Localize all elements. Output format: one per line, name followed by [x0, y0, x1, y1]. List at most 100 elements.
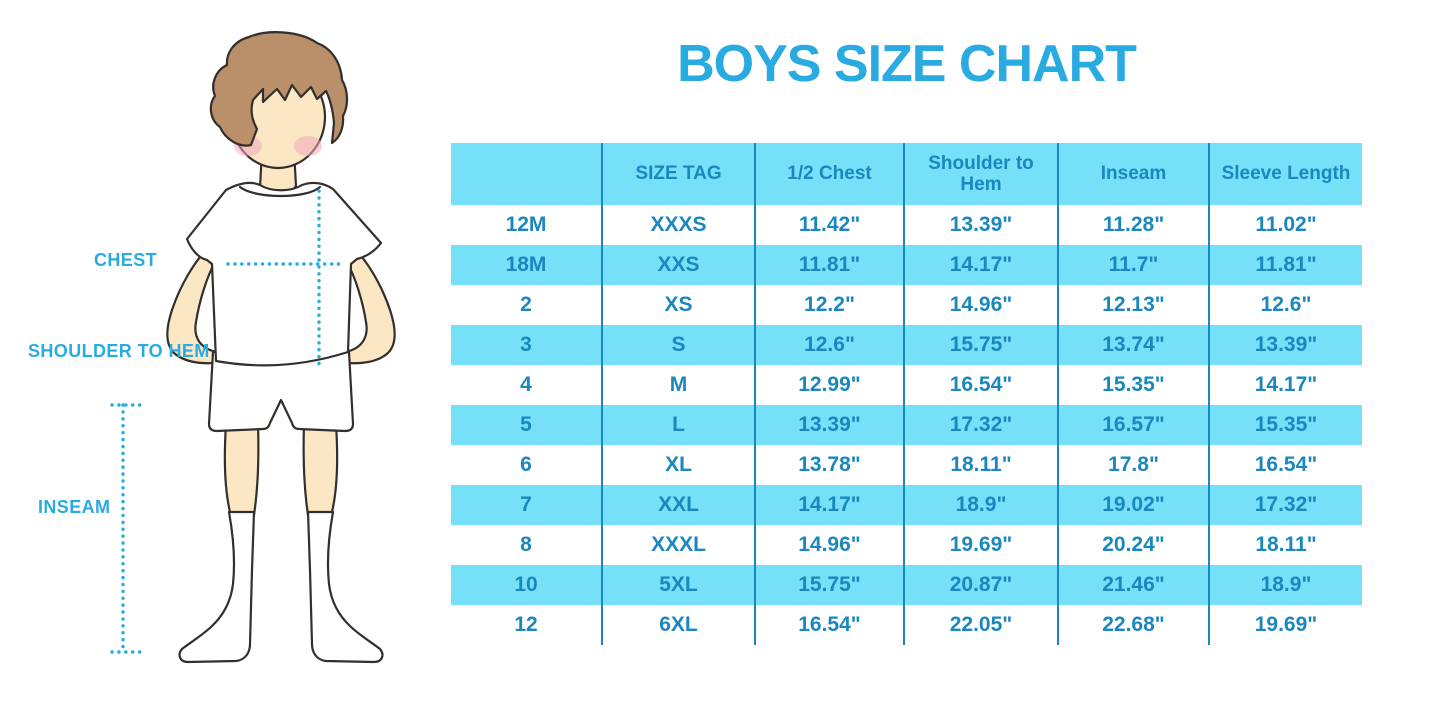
measurement-cell: 13.78": [755, 445, 905, 485]
measurement-cell: 11.81": [1255, 253, 1317, 276]
left-leg-shape: [223, 422, 260, 518]
measurement-cell: 18.11": [1255, 533, 1317, 556]
measurement-cell: S: [602, 325, 756, 365]
inseam-label: INSEAM: [38, 497, 111, 517]
size-table: SIZE TAG 1/2 Chest Shoulder to Hem Inseam Sl…: [451, 143, 1362, 645]
measurement-cell: 14.17": [755, 485, 905, 525]
measurement-cell: 17.8": [1058, 445, 1210, 485]
right-leg-shape: [302, 422, 339, 518]
table-row: 7 XXL 14.17" 18.9" 19.02" 17.32": [451, 485, 1362, 525]
measurement-cell: 13.74": [1058, 325, 1210, 365]
right-arm-shape: [343, 246, 396, 365]
measurement-cell: 5XL: [602, 565, 756, 605]
measurement-cell: 12.2": [755, 285, 905, 325]
measurement-cell: 13.39": [755, 405, 905, 445]
row-size-label: 12: [451, 605, 603, 645]
column-header-size-tag: SIZE TAG: [602, 143, 756, 205]
measurement-cell: 20.87": [904, 565, 1059, 605]
page-title: BOYS SIZE CHART: [677, 35, 1137, 93]
measurement-cell: XL: [602, 445, 756, 485]
column-header-size: [451, 143, 603, 205]
table-row: 12M XXXS 11.42" 13.39" 11.28" 11.02": [451, 205, 1362, 245]
measurement-cell: 19.02": [1058, 485, 1210, 525]
measurement-cell: 18.11": [904, 445, 1059, 485]
shorts-shape: [207, 350, 355, 433]
measurement-cell: 19.69": [904, 525, 1059, 565]
row-size-label: 10: [451, 565, 603, 605]
measurement-cell: 18.9": [1260, 573, 1312, 596]
right-blush: [294, 136, 322, 156]
size-table-head: SIZE TAG 1/2 Chest Shoulder to Hem Inseam Sl…: [451, 143, 1362, 205]
inseam-measure-line: [110, 403, 144, 654]
row-size-label: 18M: [451, 245, 603, 285]
measurement-cell: 11.42": [755, 205, 905, 245]
table-row: 4 M 12.99" 16.54" 15.35" 14.17": [451, 365, 1362, 405]
table-row: 2 XS 12.2" 14.96" 12.13" 12.6": [451, 285, 1362, 325]
measurement-cell: 17.32": [1254, 493, 1318, 516]
measurement-cell: 15.35": [1058, 365, 1210, 405]
measurement-cell: 14.96": [904, 285, 1059, 325]
measurement-cell: XXL: [602, 485, 756, 525]
left-arm-shape: [166, 246, 219, 365]
measurement-cell: XXXS: [602, 205, 756, 245]
measurement-cell: 13.39": [904, 205, 1059, 245]
table-row: 6 XL 13.78" 18.11" 17.8" 16.54": [451, 445, 1362, 485]
chest-label: CHEST: [93, 250, 157, 270]
measurement-cell: 12.6": [755, 325, 905, 365]
measurement-cell: 11.28": [1058, 205, 1210, 245]
measurement-cell: 11.02": [1255, 213, 1317, 236]
measurement-cell: 15.75": [755, 565, 905, 605]
measurement-cell: 12.99": [755, 365, 905, 405]
shoulder-to-hem-label: SHOULDER TO HEM: [28, 341, 210, 361]
measurement-cell: 11.81": [755, 245, 905, 285]
measurement-cell: XXS: [602, 245, 756, 285]
row-size-label: 4: [451, 365, 603, 405]
measurement-cell: 21.46": [1058, 565, 1210, 605]
row-size-label: 3: [451, 325, 603, 365]
measurement-cell: 15.35": [1254, 413, 1318, 436]
measurement-cell: 16.57": [1058, 405, 1210, 445]
hair-shape: [209, 31, 349, 147]
collar-line: [238, 185, 322, 198]
measurement-cell: 16.54": [755, 605, 905, 645]
measurement-cell: 14.96": [755, 525, 905, 565]
left-sock-shape: [178, 510, 256, 664]
measurement-cell: 16.54": [904, 365, 1059, 405]
row-size-label: 2: [451, 285, 603, 325]
right-sock-shape: [306, 510, 384, 664]
measurement-cell: M: [602, 365, 756, 405]
measurement-cell: 12.6": [1260, 293, 1312, 316]
row-size-label: 6: [451, 445, 603, 485]
table-row: 18M XXS 11.81" 14.17" 11.7" 11.81": [451, 245, 1362, 285]
column-header-shoulder-to-hem: Shoulder to Hem: [904, 143, 1059, 205]
row-size-label: 8: [451, 525, 603, 565]
measurement-cell: 19.69": [1254, 613, 1318, 636]
tshirt-shape: [185, 181, 383, 367]
measurement-cell: L: [602, 405, 756, 445]
row-size-label: 12M: [451, 205, 603, 245]
column-header-sleeve-length: Sleeve Length: [1221, 163, 1351, 185]
table-row: 12 6XL 16.54" 22.05" 22.68" 19.69": [451, 605, 1362, 645]
measurement-cell: 18.9": [904, 485, 1059, 525]
measurement-cell: 16.54": [1254, 453, 1318, 476]
header-row: SIZE TAG 1/2 Chest Shoulder to Hem Inseam Sl…: [451, 143, 1362, 205]
table-row: 3 S 12.6" 15.75" 13.74" 13.39": [451, 325, 1362, 365]
measurement-cell: 22.05": [904, 605, 1059, 645]
table-row: 5 L 13.39" 17.32" 16.57" 15.35": [451, 405, 1362, 445]
measurement-cell: 14.17": [904, 245, 1059, 285]
measurement-cell: 15.75": [904, 325, 1059, 365]
measurement-cell: 6XL: [602, 605, 756, 645]
measurement-cell: 12.13": [1058, 285, 1210, 325]
column-header-inseam: Inseam: [1058, 143, 1210, 205]
row-size-label: 5: [451, 405, 603, 445]
boy-illustration: [110, 31, 396, 664]
measurement-cell: 22.68": [1058, 605, 1210, 645]
measurement-cell: 20.24": [1058, 525, 1210, 565]
measurement-cell: XXXL: [602, 525, 756, 565]
size-table-body: 12M XXXS 11.42" 13.39" 11.28" 11.02" 18M XXS 11.…: [451, 205, 1362, 645]
column-header-1-2-chest: 1/2 Chest: [755, 143, 905, 205]
measurement-cell: 11.7": [1058, 245, 1210, 285]
measurement-cell: XS: [602, 285, 756, 325]
row-size-label: 7: [451, 485, 603, 525]
measurement-cell: 13.39": [1254, 333, 1318, 356]
